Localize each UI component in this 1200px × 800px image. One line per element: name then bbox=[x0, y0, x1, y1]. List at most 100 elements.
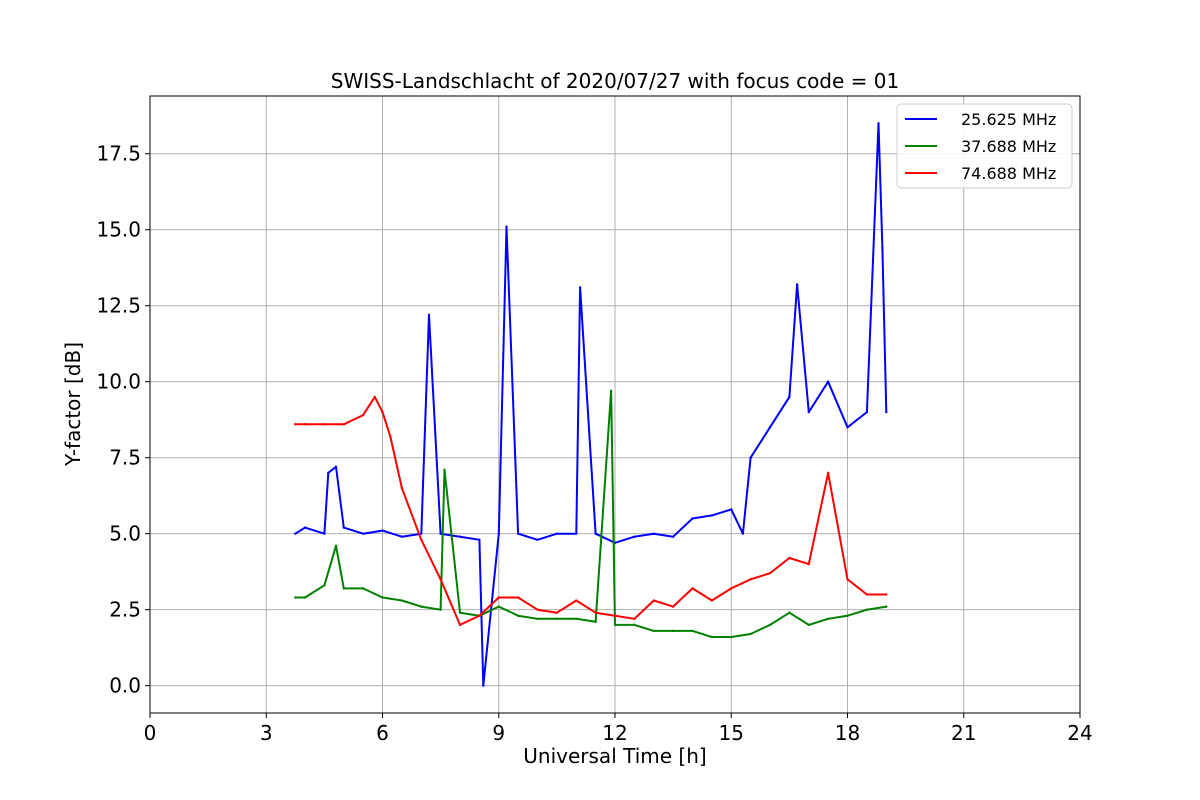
data-point bbox=[294, 532, 297, 535]
data-point bbox=[652, 629, 655, 633]
chart-title: SWISS-Landschlacht of 2020/07/27 with fo… bbox=[331, 69, 899, 93]
y-tick-label: 2.5 bbox=[109, 598, 141, 622]
data-point bbox=[536, 608, 539, 611]
data-point bbox=[555, 611, 559, 614]
data-point bbox=[594, 611, 597, 614]
data-point bbox=[826, 380, 830, 383]
data-point bbox=[594, 532, 597, 535]
data-point bbox=[846, 578, 849, 581]
data-point bbox=[327, 471, 330, 475]
data-point bbox=[807, 623, 810, 627]
data-point bbox=[478, 538, 481, 541]
data-point bbox=[865, 608, 869, 611]
y-axis-label: Y-factor [dB] bbox=[61, 342, 85, 467]
data-point bbox=[865, 593, 869, 596]
data-point bbox=[768, 571, 772, 575]
data-point bbox=[633, 623, 636, 627]
data-point bbox=[807, 410, 810, 414]
data-point bbox=[294, 423, 297, 426]
data-point bbox=[303, 423, 307, 426]
data-point bbox=[294, 596, 297, 599]
data-point bbox=[303, 526, 307, 529]
data-point bbox=[788, 395, 791, 399]
data-point bbox=[633, 535, 636, 538]
legend-label: 74.688 MHz bbox=[961, 164, 1056, 183]
data-point bbox=[478, 614, 481, 617]
data-point bbox=[443, 468, 446, 472]
x-tick-label: 15 bbox=[719, 721, 744, 745]
data-point bbox=[342, 526, 345, 529]
data-point bbox=[334, 544, 338, 548]
data-point bbox=[877, 122, 880, 125]
y-tick-label: 0.0 bbox=[109, 674, 141, 698]
data-point bbox=[865, 410, 869, 414]
data-point bbox=[400, 486, 404, 490]
data-point bbox=[439, 608, 442, 611]
legend: 25.625 MHz 37.688 MHz 74.688 MHz bbox=[896, 103, 1073, 189]
data-point bbox=[381, 529, 384, 532]
x-tick-label: 9 bbox=[492, 721, 505, 745]
data-point bbox=[730, 635, 733, 639]
data-point bbox=[795, 283, 799, 286]
data-point bbox=[652, 599, 655, 602]
data-point bbox=[788, 556, 791, 560]
data-point bbox=[826, 471, 830, 475]
data-point bbox=[613, 614, 617, 617]
x-tick-label: 6 bbox=[376, 721, 389, 745]
data-point bbox=[536, 617, 539, 620]
data-point bbox=[482, 684, 485, 687]
data-point bbox=[536, 538, 539, 541]
y-tick-label: 5.0 bbox=[109, 522, 141, 546]
data-point bbox=[555, 617, 559, 620]
data-point bbox=[652, 532, 655, 535]
data-point bbox=[400, 535, 404, 538]
data-point bbox=[420, 605, 423, 608]
y-tick-label: 10.0 bbox=[96, 370, 141, 394]
legend-label: 37.688 MHz bbox=[961, 137, 1056, 156]
x-tick-label: 3 bbox=[260, 721, 273, 745]
data-point bbox=[885, 593, 888, 596]
data-point bbox=[671, 629, 675, 633]
data-point bbox=[691, 629, 694, 633]
series-line bbox=[294, 122, 888, 687]
y-tick-label: 15.0 bbox=[96, 218, 141, 242]
data-point bbox=[671, 605, 675, 608]
data-point bbox=[788, 611, 791, 614]
data-point bbox=[807, 562, 810, 566]
data-point bbox=[497, 605, 500, 608]
y-tick-label: 12.5 bbox=[96, 294, 141, 318]
data-point bbox=[334, 465, 338, 469]
data-point bbox=[885, 605, 888, 608]
data-point bbox=[427, 313, 431, 317]
data-point bbox=[575, 599, 578, 602]
data-point bbox=[516, 532, 520, 535]
data-point bbox=[768, 426, 772, 429]
data-point bbox=[741, 532, 745, 535]
data-point bbox=[373, 395, 376, 399]
data-point bbox=[730, 508, 733, 511]
data-point bbox=[749, 456, 752, 459]
data-point bbox=[361, 532, 365, 535]
data-point bbox=[381, 596, 384, 599]
data-point bbox=[613, 623, 617, 627]
x-tick-label: 0 bbox=[144, 721, 157, 745]
data-point bbox=[710, 599, 714, 602]
data-point bbox=[497, 532, 500, 535]
x-tick-label: 18 bbox=[835, 721, 860, 745]
series-line bbox=[295, 395, 887, 626]
data-point bbox=[691, 587, 694, 590]
y-tick-label: 17.5 bbox=[96, 142, 141, 166]
data-point bbox=[516, 614, 520, 617]
x-tick-label: 21 bbox=[951, 721, 976, 745]
x-tick-label: 24 bbox=[1067, 721, 1092, 745]
data-point bbox=[826, 617, 830, 620]
data-point bbox=[671, 535, 675, 538]
data-point bbox=[881, 246, 884, 250]
data-point bbox=[420, 538, 423, 541]
data-point bbox=[439, 532, 442, 535]
data-point bbox=[730, 587, 733, 590]
data-point bbox=[342, 423, 345, 426]
data-point bbox=[381, 410, 384, 414]
data-point bbox=[575, 532, 578, 535]
data-point bbox=[594, 620, 597, 624]
